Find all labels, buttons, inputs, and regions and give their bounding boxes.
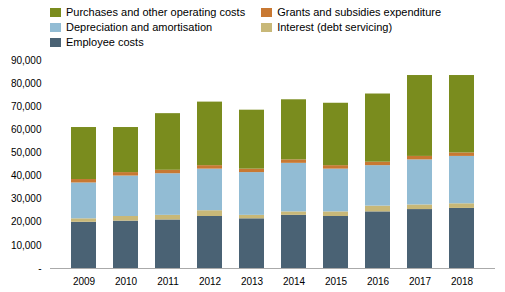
html-text:Employee costs: Employee costs — [66, 36, 144, 48]
html-text:Purchases and other operating: Purchases and other operating costs — [66, 6, 246, 18]
svg-text:2014: 2014 — [283, 276, 306, 287]
svg-text:2018: 2018 — [451, 276, 474, 287]
html-text:Interest (debt servicing): Interest (debt servicing) — [277, 21, 393, 33]
svg-text:2009: 2009 — [73, 276, 96, 287]
html-text:Depreciation and amortisation: Depreciation and amortisation — [66, 21, 213, 33]
svg-text:-: - — [38, 263, 41, 274]
svg-text:60,000: 60,000 — [11, 124, 42, 135]
svg-text:30,000: 30,000 — [11, 193, 42, 204]
svg-text:2010: 2010 — [115, 276, 138, 287]
svg-text:80,000: 80,000 — [11, 78, 42, 89]
svg-text:2011: 2011 — [157, 276, 179, 287]
svg-text:2017: 2017 — [409, 276, 432, 287]
html-text:Grants and subsidies expenditu: Grants and subsidies expenditure — [277, 6, 442, 18]
svg-text:2012: 2012 — [199, 276, 222, 287]
svg-text:10,000: 10,000 — [11, 240, 42, 251]
svg-text:2013: 2013 — [241, 276, 264, 287]
svg-text:50,000: 50,000 — [11, 147, 42, 158]
svg-text:2015: 2015 — [325, 276, 348, 287]
svg-text:70,000: 70,000 — [11, 101, 42, 112]
svg-text:20,000: 20,000 — [11, 216, 42, 227]
svg-text:2016: 2016 — [367, 276, 390, 287]
svg-text:40,000: 40,000 — [11, 170, 42, 181]
svg-text:90,000: 90,000 — [11, 55, 42, 66]
